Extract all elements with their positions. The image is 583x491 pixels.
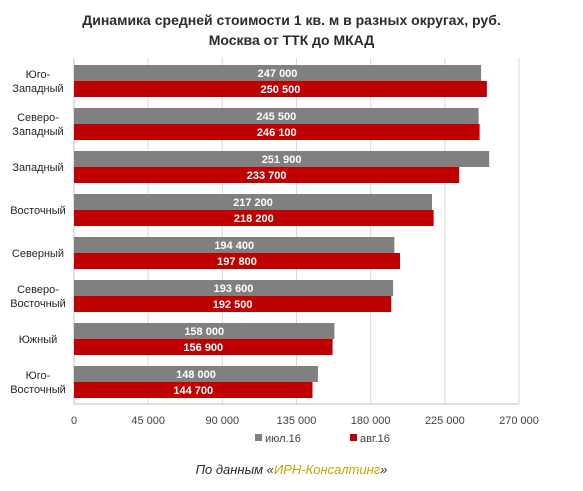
x-tick-label: 0 xyxy=(71,415,77,427)
data-label: 158 000 xyxy=(184,326,224,338)
source-name: ИРН-Консалтинг xyxy=(273,462,381,477)
legend-label: авг.16 xyxy=(360,433,390,445)
data-label: 233 700 xyxy=(247,170,287,182)
category-label: Северный xyxy=(12,248,64,260)
bar-авг.16 xyxy=(74,167,460,183)
source-suffix: » xyxy=(380,462,388,477)
bar-июл.16 xyxy=(74,366,318,382)
bar-авг.16 xyxy=(74,253,401,269)
data-label: 245 500 xyxy=(256,111,296,123)
bar-июл.16 xyxy=(74,237,395,253)
data-label: 250 500 xyxy=(261,84,301,96)
source-prefix: По данным « xyxy=(195,462,274,477)
data-label: 194 400 xyxy=(214,240,254,252)
x-tick-label: 90 000 xyxy=(206,415,240,427)
data-label: 251 900 xyxy=(262,154,302,166)
bar-авг.16 xyxy=(74,210,434,226)
bar-июл.16 xyxy=(74,194,432,210)
chart-title: Динамика средней стоимости 1 кв. м в раз… xyxy=(82,12,501,28)
bar-авг.16 xyxy=(74,296,392,312)
data-label: 197 800 xyxy=(217,256,257,268)
category-label: Восточный xyxy=(10,205,66,217)
data-label: 156 900 xyxy=(183,342,223,354)
bar-июл.16 xyxy=(74,280,394,296)
data-label: 217 200 xyxy=(233,197,273,209)
category-label: Западный xyxy=(12,162,63,174)
data-label: 218 200 xyxy=(234,213,274,225)
category-label: Южный xyxy=(19,334,58,346)
bar-июл.16 xyxy=(74,108,479,124)
data-label: 246 100 xyxy=(257,127,297,139)
source-note: По данным «ИРН-Консалтинг» xyxy=(0,462,583,477)
category-label: Юго-Западный xyxy=(12,69,63,95)
legend-swatch-авг.16 xyxy=(350,434,357,441)
bar-chart: 0 45 000 90 000 135 000 180 000 225 000 270 00… xyxy=(10,58,539,445)
x-tick-label: 225 000 xyxy=(425,415,465,427)
data-label: 144 700 xyxy=(173,385,213,397)
x-tick-label: 180 000 xyxy=(351,415,391,427)
category-label: Северо-Восточный xyxy=(10,284,66,310)
data-label: 247 000 xyxy=(258,68,298,80)
x-tick-label: 135 000 xyxy=(277,415,317,427)
bar-авг.16 xyxy=(74,382,313,398)
x-tick-label: 270 000 xyxy=(499,415,539,427)
bar-июл.16 xyxy=(74,323,335,339)
x-tick-label: 45 000 xyxy=(131,415,165,427)
category-label: Северо-Западный xyxy=(12,112,63,138)
bar-июл.16 xyxy=(74,151,490,167)
bar-авг.16 xyxy=(74,81,487,97)
chart-subtitle: Москва от ТТК до МКАД xyxy=(208,32,375,48)
legend-label: июл.16 xyxy=(265,433,301,445)
bar-авг.16 xyxy=(74,339,333,355)
data-label: 192 500 xyxy=(213,299,253,311)
data-label: 193 600 xyxy=(214,283,254,295)
legend-swatch-июл.16 xyxy=(255,434,262,441)
bar-авг.16 xyxy=(74,124,480,140)
bar-июл.16 xyxy=(74,65,482,81)
data-label: 148 000 xyxy=(176,369,216,381)
category-label: Юго-Восточный xyxy=(10,370,66,396)
